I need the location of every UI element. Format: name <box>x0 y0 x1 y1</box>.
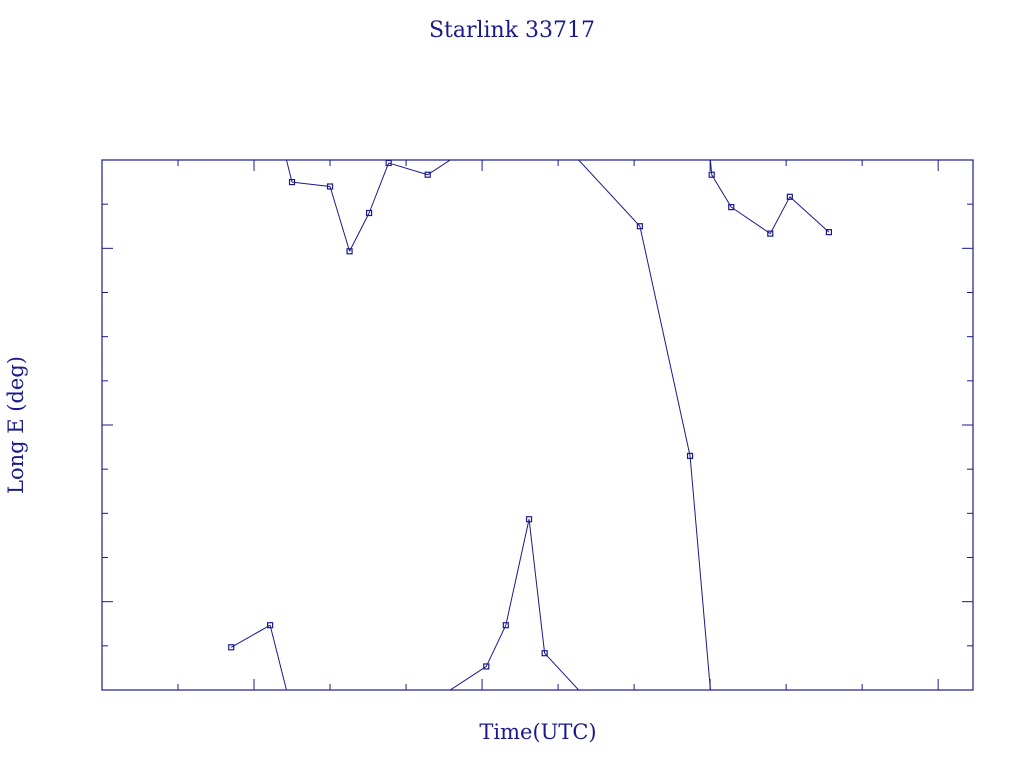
series-line-segment <box>544 652 580 690</box>
data-point <box>525 516 533 523</box>
series-line-segment <box>711 174 732 208</box>
x-axis-label: Time(UTC) <box>479 720 596 744</box>
series-line-segment <box>505 519 530 626</box>
series-line-segment <box>639 226 691 457</box>
series-line-segment <box>230 624 271 648</box>
data-point <box>767 230 774 237</box>
data-point <box>728 204 735 211</box>
data-point <box>326 183 334 190</box>
series-line-segment <box>427 160 452 176</box>
data-point <box>786 193 793 200</box>
series-line-segment <box>368 162 390 214</box>
series-line-segment <box>769 196 791 234</box>
data-point <box>346 248 353 255</box>
data-point <box>686 452 694 460</box>
series-line-segment <box>449 666 487 690</box>
series-line-segment <box>349 212 370 252</box>
series-line-segment <box>577 160 641 227</box>
series-line-segment <box>485 625 507 667</box>
chart-title: Starlink 33717 <box>429 18 595 43</box>
data-point <box>288 178 296 186</box>
series-line-segment <box>689 455 711 690</box>
data-point <box>267 622 274 629</box>
data-point <box>366 209 373 217</box>
data-point <box>502 622 509 629</box>
series-line-segment <box>528 519 546 654</box>
series-line-segment <box>291 181 331 187</box>
data-point <box>541 650 548 657</box>
data-point <box>708 171 715 178</box>
series-line-segment <box>285 160 293 183</box>
data-point <box>825 229 832 236</box>
series-line-segment <box>388 162 428 176</box>
series-line-segment <box>730 206 771 235</box>
data-point <box>424 171 431 178</box>
data-point <box>228 644 235 651</box>
data-point <box>483 663 490 670</box>
series-line-segment <box>329 186 351 252</box>
plot-area <box>101 159 974 691</box>
data-point <box>636 223 644 230</box>
series-line-segment <box>789 196 830 233</box>
plot-frame <box>101 159 974 691</box>
y-axis-label: Long E (deg) <box>4 356 28 494</box>
series-line-segment <box>709 160 713 175</box>
series-line-segment <box>269 625 287 690</box>
